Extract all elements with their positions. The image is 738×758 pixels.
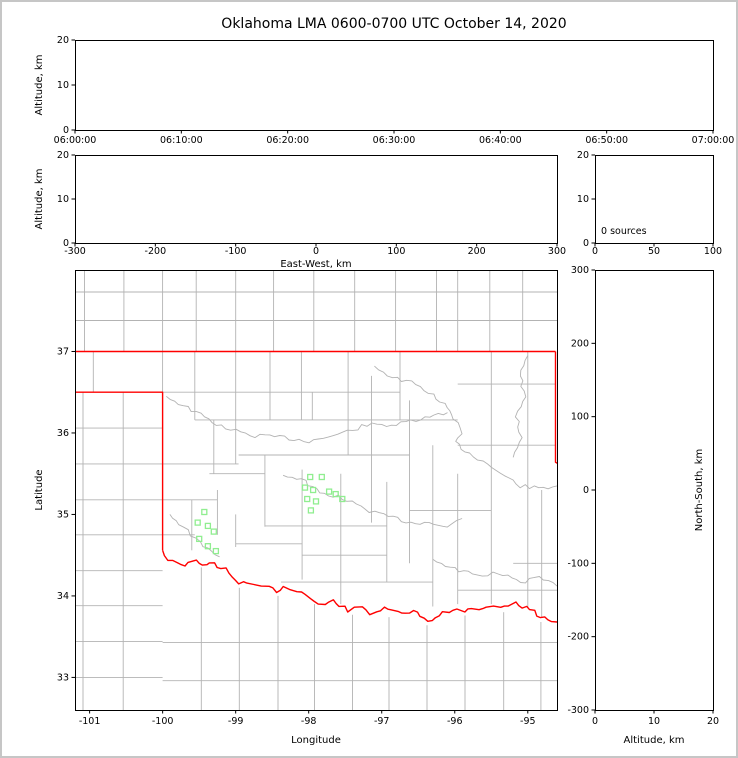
- sources-count-annotation: 0 sources: [601, 226, 647, 237]
- axes-frame: [75, 40, 714, 131]
- axes-frame: [75, 155, 558, 244]
- y-tick-label: 20: [577, 150, 589, 161]
- x-tick-label: 06:40:00: [479, 135, 522, 146]
- x-axis-label: East-West, km: [280, 259, 351, 270]
- x-tick-label: -96: [447, 716, 463, 727]
- x-axis-label: Altitude, km: [624, 735, 685, 746]
- lma-station-marker: [301, 484, 309, 491]
- y-tick-label: 37: [57, 346, 69, 357]
- y-tick-label: 33: [57, 672, 69, 683]
- lma-station-marker: [307, 473, 314, 481]
- time_height-panel: 06:00:00 06:10:00 06:20:00 06:30:00 06:40:00…: [34, 35, 734, 146]
- y-tick-label: 10: [577, 194, 589, 205]
- x-tick-label: 0: [313, 246, 319, 257]
- state-border-line: [75, 391, 164, 551]
- state-border-line: [161, 550, 557, 623]
- river-county-line: [512, 355, 529, 458]
- x-axis-label: Longitude: [291, 735, 341, 746]
- panels-group: 06:00:00 06:10:00 06:20:00 06:30:00 06:40:00…: [34, 35, 734, 746]
- x-tick-label: -101: [79, 716, 101, 727]
- river-county-line: [282, 474, 463, 528]
- x-tick-label: -95: [520, 716, 536, 727]
- x-tick-label: 300: [548, 246, 566, 257]
- x-tick-label: -97: [374, 716, 390, 727]
- river-county-line: [432, 558, 557, 587]
- x-tick-label: 06:30:00: [373, 135, 416, 146]
- plan_view-panel: -101 -100 -99 -98 -97 -96 -95 33 34 35 36 37 Longitu…: [34, 270, 558, 746]
- x-tick-label: 50: [648, 246, 660, 257]
- x-tick-label: 20: [707, 716, 719, 727]
- y-axis-label-right: North-South, km: [694, 449, 705, 532]
- y-tick-label: -200: [567, 632, 589, 643]
- lma-station-marker: [212, 547, 220, 555]
- river-county-line: [166, 395, 448, 444]
- lma-station-marker: [325, 488, 333, 495]
- x-tick-label: 10: [648, 716, 660, 727]
- y-axis-label: Altitude, km: [34, 55, 45, 116]
- y-tick-label: 35: [57, 509, 69, 520]
- x-tick-label: 06:00:00: [54, 135, 97, 146]
- y-tick-label: 0: [63, 238, 69, 249]
- lma-station-marker: [194, 519, 201, 526]
- y-axis-label: Latitude: [34, 469, 45, 510]
- ns_height-panel: 0 10 20 -300 -200 -100 0 100 200 300 Altitude, km N…: [567, 265, 719, 746]
- x-tick-label: 100: [387, 246, 405, 257]
- lma-station-marker: [204, 543, 212, 550]
- y-tick-label: 300: [571, 265, 589, 276]
- x-tick-label: 0: [592, 716, 598, 727]
- y-tick-label: -100: [567, 558, 589, 569]
- river-county-line: [374, 365, 557, 490]
- y-tick-label: 0: [63, 125, 69, 136]
- y-tick-label: 34: [57, 591, 69, 602]
- y-tick-label: 20: [57, 150, 69, 161]
- figure-title: Oklahoma LMA 0600-0700 UTC October 14, 2…: [221, 16, 566, 32]
- lma-station-marker: [339, 495, 346, 503]
- y-tick-label: 100: [571, 412, 589, 423]
- lma-station-marker: [318, 473, 325, 481]
- river-county-line: [169, 514, 220, 558]
- lma-station-marker: [201, 508, 208, 516]
- lma-station-marker: [312, 498, 320, 505]
- x-tick-label: 06:50:00: [585, 135, 628, 146]
- x-tick-label: 100: [704, 246, 722, 257]
- y-tick-label: -300: [567, 705, 589, 716]
- axes-frame: [75, 270, 558, 711]
- y-tick-label: 20: [57, 35, 69, 46]
- y-axis-label: Altitude, km: [34, 169, 45, 230]
- y-tick-label: 0: [583, 485, 589, 496]
- x-tick-label: -100: [225, 246, 247, 257]
- x-tick-label: 07:00:00: [692, 135, 735, 146]
- x-tick-label: 06:20:00: [266, 135, 309, 146]
- ew_height-panel: -300 -200 -100 0 100 200 300 0 10 20 East-West, km…: [34, 150, 566, 270]
- lma-station-marker: [210, 528, 217, 535]
- x-tick-label: 0: [592, 246, 598, 257]
- y-tick-label: 0: [583, 238, 589, 249]
- x-tick-label: 200: [468, 246, 486, 257]
- lma-station-marker: [304, 495, 311, 503]
- x-tick-label: -200: [145, 246, 167, 257]
- state-border-line: [554, 351, 557, 464]
- x-tick-label: 06:10:00: [160, 135, 203, 146]
- lma-station-marker: [196, 535, 203, 543]
- map-layers: [75, 270, 557, 710]
- y-tick-label: 10: [57, 194, 69, 205]
- x-tick-label: -99: [228, 716, 244, 727]
- y-tick-label: 36: [57, 428, 69, 439]
- lma-station-marker: [307, 507, 315, 514]
- y-tick-label: 10: [57, 80, 69, 91]
- lma-station-marker: [332, 490, 339, 498]
- lma-station-marker: [204, 522, 212, 530]
- lma-station-marker: [309, 486, 317, 494]
- x-tick-label: -98: [301, 716, 317, 727]
- x-tick-label: -100: [152, 716, 174, 727]
- histogram-panel: 0 50 100 0 10 20 0 sources: [577, 150, 722, 257]
- y-tick-label: 200: [571, 338, 589, 349]
- x-tick-label: -300: [64, 246, 86, 257]
